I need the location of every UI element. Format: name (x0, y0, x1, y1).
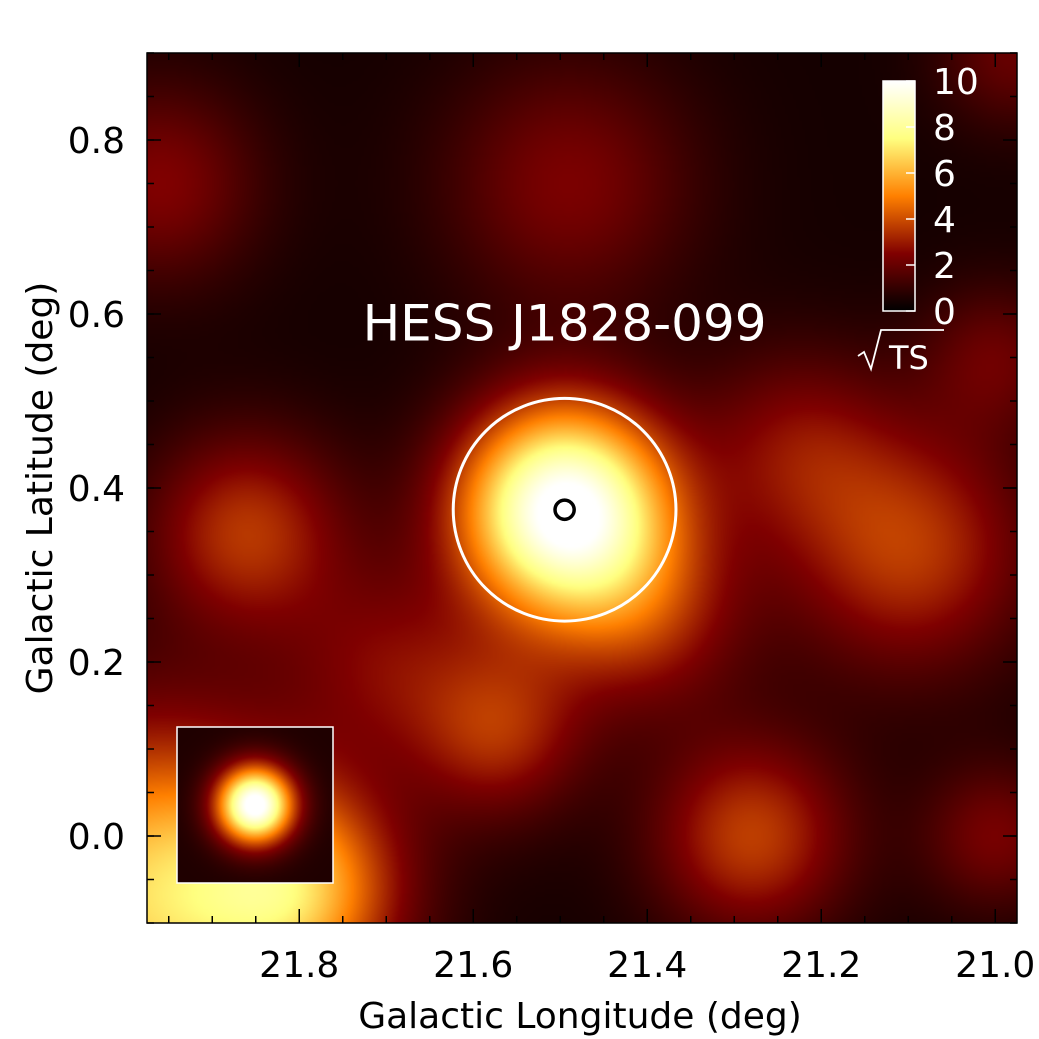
source-position-marker (553, 498, 576, 522)
y-tick-label: 0.8 (68, 121, 125, 162)
colorbar-tick-label: 8 (933, 108, 956, 149)
x-axis-label: Galactic Longitude (deg) (358, 996, 802, 1037)
x-tick-label: 21.6 (433, 945, 513, 986)
colorbar-tick-label: 6 (933, 154, 956, 195)
x-tick-label: 21.0 (955, 945, 1035, 986)
colorbar-tick-label: 4 (933, 200, 956, 241)
y-tick-labels: 0.0 0.2 0.4 0.6 0.8 (68, 121, 125, 858)
y-tick-label: 0.0 (68, 817, 125, 858)
source-markers (451, 396, 678, 623)
x-tick-label: 21.2 (781, 945, 861, 986)
y-tick-label: 0.2 (68, 643, 125, 684)
colorbar-title: TS (857, 329, 944, 377)
colorbar: 0 2 4 6 8 10 TS (857, 62, 979, 377)
x-tick-labels: 21.8 21.6 21.4 21.2 21.0 (259, 945, 1035, 986)
x-tick-label: 21.8 (259, 945, 339, 986)
colorbar-tick-label: 0 (933, 292, 956, 333)
axis-ticks (147, 52, 1017, 924)
y-tick-label: 0.4 (68, 469, 125, 510)
colorbar-title-text: TS (888, 339, 929, 377)
y-axis-label: Galactic Latitude (deg) (20, 282, 61, 695)
colorbar-gradient (882, 80, 916, 312)
y-tick-label: 0.6 (68, 295, 125, 336)
psf-inset-frame (176, 726, 334, 884)
psf-inset (176, 726, 334, 884)
sqrt-radical-icon (857, 329, 944, 372)
source-extent-circle (451, 396, 678, 623)
colorbar-tick-label: 10 (933, 62, 979, 103)
x-tick-label: 21.4 (607, 945, 687, 986)
colorbar-tick-label: 2 (933, 246, 956, 287)
source-label: HESS J1828-099 (363, 295, 767, 353)
